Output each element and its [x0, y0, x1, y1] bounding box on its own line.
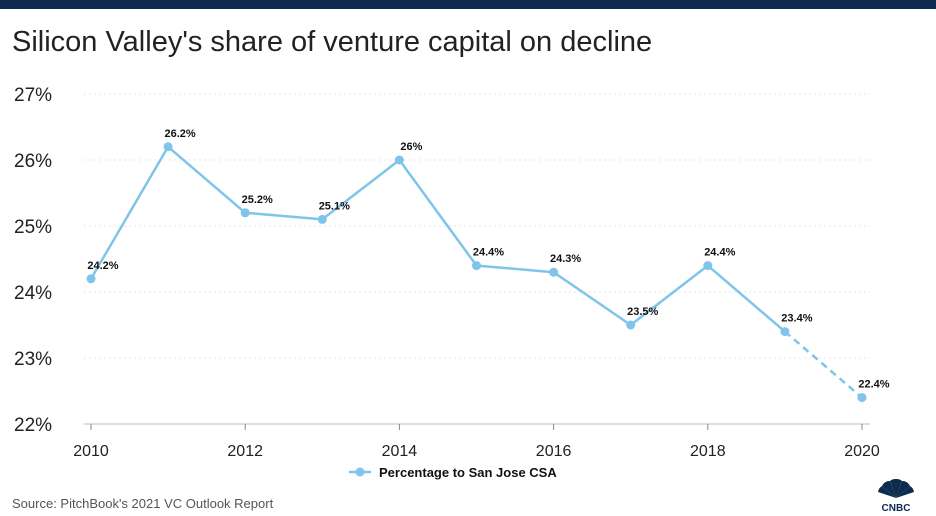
y-tick-label: 26%	[14, 151, 52, 172]
legend-swatch-dot	[355, 467, 365, 477]
y-tick-label: 27%	[14, 85, 52, 106]
data-point	[780, 327, 790, 337]
x-tick-label: 2010	[73, 443, 109, 460]
series-line-projected	[784, 330, 863, 399]
data-label: 23.4%	[781, 313, 812, 325]
peacock-icon	[878, 478, 914, 498]
y-tick-label: 25%	[14, 217, 52, 238]
data-point	[240, 208, 250, 218]
data-label: 24.3%	[550, 253, 581, 265]
data-point	[472, 261, 481, 271]
data-label: 26.2%	[164, 128, 195, 140]
data-point	[549, 267, 559, 277]
data-point	[857, 393, 867, 403]
data-label: 22.4%	[858, 379, 889, 391]
y-tick-label: 24%	[14, 283, 52, 304]
x-tick-label: 2016	[536, 443, 572, 460]
data-point	[86, 274, 96, 284]
data-point	[626, 320, 636, 330]
x-tick-label: 2012	[227, 443, 263, 460]
y-tick-label: 23%	[14, 349, 52, 370]
top-bar	[0, 0, 936, 9]
cnbc-peacock-logo: CNBC	[878, 478, 914, 514]
data-point	[394, 155, 404, 165]
series-line	[89, 144, 786, 333]
x-tick-label: 2014	[382, 443, 418, 460]
data-label: 24.4%	[704, 247, 735, 259]
data-label: 25.2%	[242, 194, 273, 206]
data-label: 23.5%	[627, 306, 658, 318]
x-tick-label: 2018	[690, 443, 726, 460]
y-tick-label: 22%	[14, 415, 52, 436]
data-point	[703, 261, 713, 271]
data-label: 25.1%	[319, 200, 350, 212]
chart-title: Silicon Valley's share of venture capita…	[12, 26, 653, 58]
x-tick-label: 2020	[844, 443, 880, 460]
data-label: 26%	[400, 141, 422, 153]
logo-text: CNBC	[882, 503, 911, 514]
data-label: 24.4%	[473, 247, 504, 259]
legend-label: Percentage to San Jose CSA	[379, 465, 557, 480]
data-point	[163, 142, 173, 152]
data-label: 24.2%	[87, 260, 118, 272]
data-point	[317, 214, 327, 224]
source-note: Source: PitchBook's 2021 VC Outlook Repo…	[12, 496, 274, 511]
